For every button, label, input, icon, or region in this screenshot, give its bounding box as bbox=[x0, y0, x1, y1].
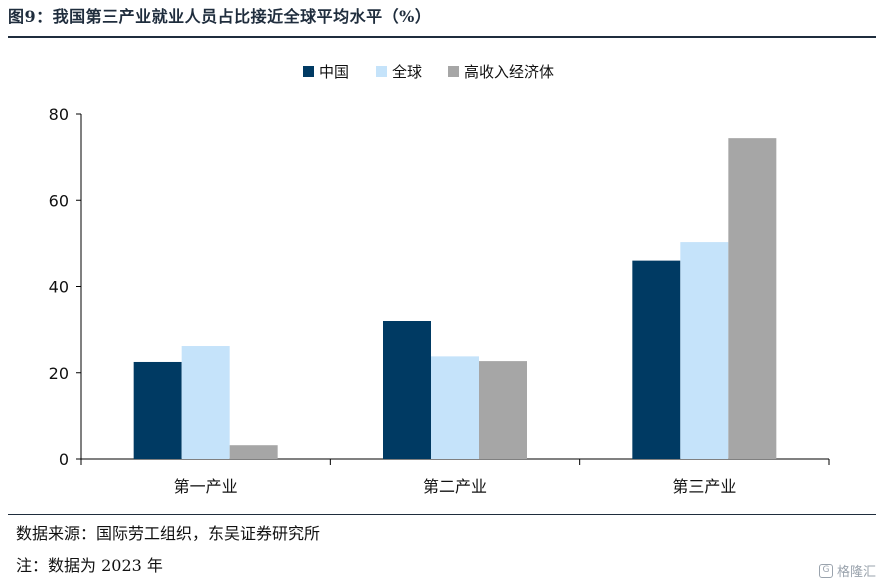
bar-1-0 bbox=[383, 321, 431, 459]
axes: 0 20 40 60 80 第一产业 第二产业 第三产业 bbox=[49, 105, 830, 496]
bar-2-2 bbox=[728, 138, 777, 459]
y-tick-label: 60 bbox=[49, 191, 69, 210]
y-tick-label: 80 bbox=[49, 105, 69, 124]
legend-swatch-1 bbox=[376, 66, 387, 77]
y-tick-label: 40 bbox=[49, 278, 69, 297]
watermark-logo-icon: G bbox=[818, 563, 833, 578]
y-tick-label: 20 bbox=[49, 364, 69, 383]
legend-label-2: 高收入经济体 bbox=[464, 63, 554, 81]
bar-0-0 bbox=[133, 361, 182, 459]
bar-0-1 bbox=[181, 346, 230, 459]
legend: 中国 全球 高收入经济体 bbox=[303, 63, 554, 81]
source-text: 数据来源：国际劳工组织，东吴证券研究所 bbox=[16, 524, 321, 543]
y-tick-label: 0 bbox=[59, 450, 69, 469]
footer-rule bbox=[8, 514, 876, 515]
x-category-label: 第三产业 bbox=[672, 477, 736, 496]
x-category-label: 第二产业 bbox=[423, 477, 487, 496]
bar-1-2 bbox=[479, 361, 527, 459]
x-category-label: 第一产业 bbox=[174, 477, 238, 496]
watermark: G 格隆汇 bbox=[818, 561, 876, 580]
legend-swatch-2 bbox=[448, 66, 459, 77]
watermark-text: 格隆汇 bbox=[836, 565, 876, 580]
note-text: 注：数据为 2023 年 bbox=[16, 556, 163, 575]
legend-label-0: 中国 bbox=[319, 63, 349, 81]
title-rule bbox=[8, 36, 876, 38]
bar-chart: 中国 全球 高收入经济体 0 20 40 60 80 第一产业 第二产业 第三产业 bbox=[49, 63, 830, 496]
bars bbox=[133, 138, 777, 459]
chart-title: 图9：我国第三产业就业人员占比接近全球平均水平（%） bbox=[8, 7, 432, 26]
bar-1-1 bbox=[431, 356, 479, 459]
legend-swatch-0 bbox=[303, 66, 314, 77]
bar-2-0 bbox=[632, 260, 681, 459]
bar-2-1 bbox=[680, 242, 729, 459]
legend-label-1: 全球 bbox=[392, 63, 422, 81]
bar-0-2 bbox=[229, 445, 278, 459]
